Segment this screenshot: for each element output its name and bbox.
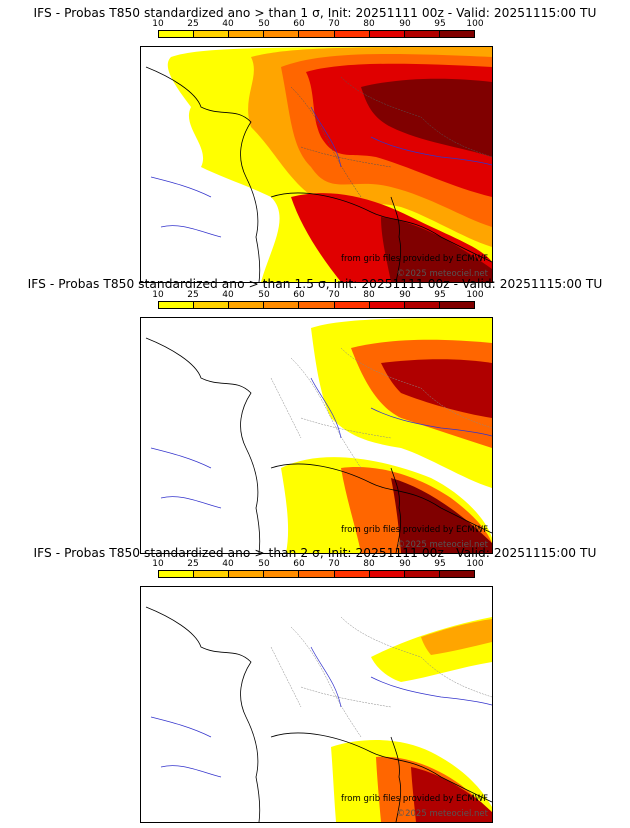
tick-label: 95 bbox=[434, 290, 446, 300]
colorbar-segment bbox=[229, 571, 265, 577]
tick-label: 60 bbox=[293, 19, 305, 29]
tick-label: 80 bbox=[363, 559, 375, 569]
tick-label: 50 bbox=[258, 559, 270, 569]
colorbar-segment bbox=[159, 31, 195, 37]
colorbar-segment bbox=[369, 571, 405, 577]
tick-label: 90 bbox=[399, 19, 411, 29]
tick-label: 40 bbox=[222, 290, 234, 300]
colorbar-ticks: 10 25 40 50 60 70 80 90 95 100 bbox=[140, 290, 495, 300]
credit-source: from grib files provided by ECMWF bbox=[341, 254, 488, 264]
colorbar-segment bbox=[194, 31, 230, 37]
colorbar-segment bbox=[404, 571, 440, 577]
tick-label: 60 bbox=[293, 559, 305, 569]
tick-label: 60 bbox=[293, 290, 305, 300]
colorbar-segment bbox=[334, 571, 370, 577]
panel-1: IFS - Probas T850 standardized ano > tha… bbox=[0, 6, 630, 283]
prob-north-40 bbox=[421, 619, 492, 655]
colorbar-segment bbox=[194, 302, 230, 308]
tick-label: 90 bbox=[399, 290, 411, 300]
country-borders bbox=[270, 347, 492, 469]
prob-80 bbox=[381, 359, 492, 418]
coastline bbox=[145, 66, 492, 282]
colorbar-ticks: 10 25 40 50 60 70 80 90 95 100 bbox=[140, 19, 495, 29]
credit-copyright: ©2025 meteociel.net bbox=[396, 809, 488, 819]
probability-map: from grib files provided by ECMWF ©2025 … bbox=[140, 586, 493, 823]
colorbar-segment bbox=[299, 31, 335, 37]
credit-copyright: ©2025 meteociel.net bbox=[396, 269, 488, 279]
colorbar-segment bbox=[229, 31, 265, 37]
colorbar-segment bbox=[404, 302, 440, 308]
tick-label: 25 bbox=[187, 290, 199, 300]
colorbar-segment bbox=[264, 31, 300, 37]
prob-south-90 bbox=[411, 767, 492, 822]
colorbar-segment bbox=[159, 571, 195, 577]
country-borders bbox=[270, 616, 492, 738]
colorbar-segment bbox=[334, 31, 370, 37]
panel-3: IFS - Probas T850 standardized ano > tha… bbox=[0, 546, 630, 823]
map-graphic bbox=[145, 47, 492, 282]
colorbar-segment bbox=[264, 302, 300, 308]
prob-95 bbox=[361, 78, 492, 157]
map-graphic bbox=[145, 318, 492, 553]
probability-map: from grib files provided by ECMWF ©2025 … bbox=[140, 46, 493, 283]
rivers bbox=[150, 646, 492, 778]
tick-label: 70 bbox=[328, 19, 340, 29]
probability-map: from grib files provided by ECMWF ©2025 … bbox=[140, 317, 493, 554]
colorbar-segment bbox=[369, 302, 405, 308]
colorbar-segment bbox=[404, 31, 440, 37]
tick-label: 70 bbox=[328, 559, 340, 569]
tick-label: 95 bbox=[434, 19, 446, 29]
tick-label: 100 bbox=[466, 19, 484, 29]
colorbar bbox=[158, 30, 475, 38]
panel-2: IFS - Probas T850 standardized ano > tha… bbox=[0, 277, 630, 554]
tick-label: 90 bbox=[399, 559, 411, 569]
tick-label: 100 bbox=[466, 290, 484, 300]
credit-copyright: ©2025 meteociel.net bbox=[396, 540, 488, 550]
tick-label: 70 bbox=[328, 290, 340, 300]
tick-label: 25 bbox=[187, 19, 199, 29]
rivers bbox=[150, 106, 492, 238]
tick-label: 40 bbox=[222, 559, 234, 569]
coastline bbox=[145, 337, 492, 553]
prob-south-dark bbox=[381, 217, 492, 282]
colorbar-segment bbox=[439, 571, 474, 577]
colorbar bbox=[158, 570, 475, 578]
coastline bbox=[145, 606, 492, 822]
country-borders bbox=[290, 76, 492, 198]
colorbar-segment bbox=[439, 302, 474, 308]
colorbar-ticks: 10 25 40 50 60 70 80 90 95 100 bbox=[140, 559, 495, 569]
colorbar bbox=[158, 301, 475, 309]
credit-source: from grib files provided by ECMWF bbox=[341, 794, 488, 804]
tick-label: 80 bbox=[363, 19, 375, 29]
panel-title: IFS - Probas T850 standardized ano > tha… bbox=[33, 6, 597, 20]
tick-label: 10 bbox=[152, 559, 164, 569]
colorbar-segment bbox=[194, 571, 230, 577]
colorbar-segment bbox=[439, 31, 474, 37]
credit-source: from grib files provided by ECMWF bbox=[341, 525, 488, 535]
panel-title: IFS - Probas T850 standardized ano > tha… bbox=[33, 546, 597, 560]
colorbar-segment bbox=[264, 571, 300, 577]
tick-label: 50 bbox=[258, 290, 270, 300]
colorbar-segment bbox=[369, 31, 405, 37]
tick-label: 100 bbox=[466, 559, 484, 569]
colorbar-segment bbox=[299, 302, 335, 308]
tick-label: 10 bbox=[152, 19, 164, 29]
tick-label: 95 bbox=[434, 559, 446, 569]
panel-title: IFS - Probas T850 standardized ano > tha… bbox=[27, 277, 603, 291]
tick-label: 80 bbox=[363, 290, 375, 300]
colorbar-segment bbox=[334, 302, 370, 308]
colorbar-segment bbox=[229, 302, 265, 308]
tick-label: 25 bbox=[187, 559, 199, 569]
prob-south-95 bbox=[391, 478, 492, 553]
tick-label: 50 bbox=[258, 19, 270, 29]
tick-label: 40 bbox=[222, 19, 234, 29]
map-graphic bbox=[145, 606, 492, 822]
colorbar-segment bbox=[299, 571, 335, 577]
tick-label: 10 bbox=[152, 290, 164, 300]
rivers bbox=[150, 377, 492, 509]
colorbar-segment bbox=[159, 302, 195, 308]
